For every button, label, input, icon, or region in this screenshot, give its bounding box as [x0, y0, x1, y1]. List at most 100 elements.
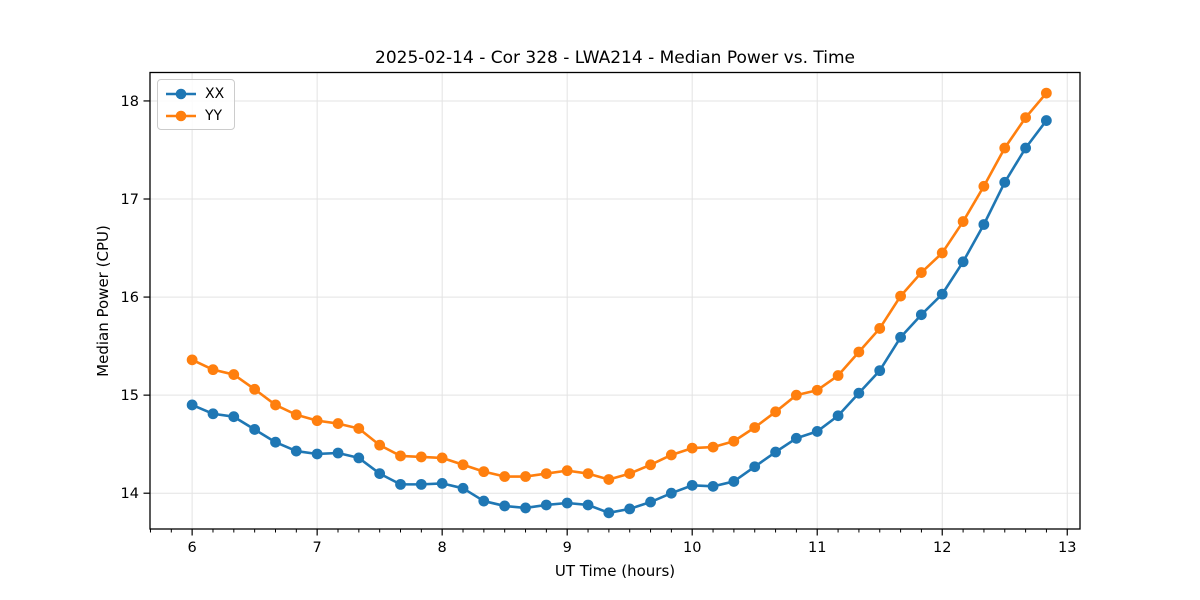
- x-tick-label: 12: [933, 540, 951, 556]
- data-point-xx: [228, 411, 240, 423]
- axes-layer: 6 7 8 9 10 11 12 13 14 15 16 17 18: [121, 71, 1081, 556]
- data-point-yy: [332, 418, 344, 429]
- data-point-xx: [978, 219, 990, 230]
- data-point-xx: [811, 426, 823, 437]
- data-point-xx: [770, 446, 781, 458]
- y-tick-label: 18: [121, 94, 139, 110]
- data-point-xx: [915, 309, 927, 321]
- data-point-yy: [374, 439, 386, 451]
- data-point-xx: [207, 408, 219, 420]
- y-axis-label: Median Power (CPU): [94, 225, 112, 377]
- x-tick-label: 9: [563, 540, 572, 556]
- data-point-xx: [499, 500, 511, 512]
- data-point-yy: [978, 180, 990, 192]
- x-tick-label: 7: [313, 540, 322, 556]
- data-point-xx: [874, 365, 886, 377]
- data-point-xx: [686, 479, 698, 491]
- data-point-yy: [457, 459, 469, 471]
- x-tick-label: 6: [188, 540, 197, 556]
- data-point-yy: [540, 468, 552, 479]
- data-point-yy: [832, 370, 844, 381]
- data-point-yy: [665, 449, 677, 461]
- data-point-yy: [207, 364, 219, 376]
- data-point-xx: [249, 424, 261, 435]
- legend-line-marker-yy-icon: [165, 109, 197, 123]
- data-point-yy: [999, 142, 1011, 154]
- data-point-xx: [582, 499, 594, 511]
- data-point-yy: [582, 468, 594, 479]
- legend-item-xx: XX: [165, 84, 224, 103]
- data-point-xx: [270, 436, 281, 448]
- data-point-yy: [353, 423, 365, 434]
- data-point-yy: [749, 422, 761, 433]
- data-point-yy: [645, 459, 656, 471]
- data-point-yy: [770, 406, 781, 418]
- data-point-xx: [624, 503, 636, 515]
- series-layer: [186, 87, 1052, 519]
- legend-label-xx: XX: [205, 85, 225, 102]
- data-point-yy: [290, 409, 302, 421]
- data-point-yy: [728, 435, 740, 447]
- data-point-yy: [561, 465, 573, 477]
- data-point-xx: [478, 495, 490, 507]
- data-point-xx: [353, 452, 365, 464]
- data-point-yy: [436, 452, 448, 464]
- legend-line-marker-xx-icon: [165, 87, 197, 101]
- data-point-xx: [936, 288, 948, 300]
- data-point-yy: [499, 471, 511, 482]
- data-point-xx: [853, 387, 865, 399]
- y-tick-label: 14: [121, 486, 139, 502]
- y-tick-label: 15: [121, 388, 139, 404]
- data-point-yy: [915, 267, 927, 278]
- data-point-xx: [395, 478, 406, 490]
- data-point-xx: [540, 499, 552, 511]
- data-point-yy: [1040, 87, 1052, 99]
- data-point-yy: [707, 441, 719, 453]
- data-point-xx: [790, 432, 802, 444]
- data-point-xx: [332, 447, 344, 459]
- data-point-yy: [936, 247, 948, 259]
- data-point-xx: [186, 399, 198, 411]
- data-point-xx: [645, 496, 656, 508]
- x-tick-label: 8: [438, 540, 447, 556]
- data-point-xx: [707, 480, 719, 492]
- data-point-yy: [624, 468, 636, 479]
- x-tick-label: 10: [683, 540, 701, 556]
- data-point-yy: [853, 346, 865, 358]
- data-point-yy: [270, 399, 281, 411]
- data-point-xx: [832, 410, 844, 422]
- x-tick-label: 11: [808, 540, 826, 556]
- data-point-yy: [1020, 112, 1032, 124]
- data-point-xx: [374, 468, 386, 479]
- chart-title: 2025-02-14 - Cor 328 - LWA214 - Median P…: [375, 48, 855, 68]
- data-point-yy: [478, 466, 490, 478]
- data-point-xx: [290, 445, 302, 457]
- y-tick-label: 17: [121, 192, 139, 208]
- data-point-yy: [895, 290, 906, 302]
- data-point-yy: [228, 369, 240, 380]
- data-point-xx: [457, 482, 469, 494]
- data-point-yy: [811, 384, 823, 396]
- x-tick-label: 13: [1058, 540, 1076, 556]
- data-point-xx: [1020, 142, 1032, 154]
- data-point-xx: [311, 448, 323, 460]
- data-point-yy: [520, 471, 531, 482]
- data-point-yy: [603, 474, 615, 485]
- data-point-yy: [395, 450, 406, 462]
- data-point-yy: [415, 451, 427, 463]
- data-point-xx: [603, 507, 615, 519]
- data-point-xx: [895, 331, 906, 343]
- data-point-yy: [874, 323, 886, 334]
- data-point-xx: [436, 478, 448, 489]
- data-point-xx: [520, 502, 531, 514]
- legend: XX YY: [157, 79, 236, 130]
- data-point-yy: [957, 216, 969, 227]
- legend-label-yy: YY: [205, 107, 223, 124]
- x-axis-label: UT Time (hours): [554, 562, 676, 580]
- data-point-xx: [957, 256, 969, 268]
- y-tick-label: 16: [121, 290, 139, 306]
- legend-item-yy: YY: [165, 106, 224, 125]
- data-point-xx: [561, 497, 573, 509]
